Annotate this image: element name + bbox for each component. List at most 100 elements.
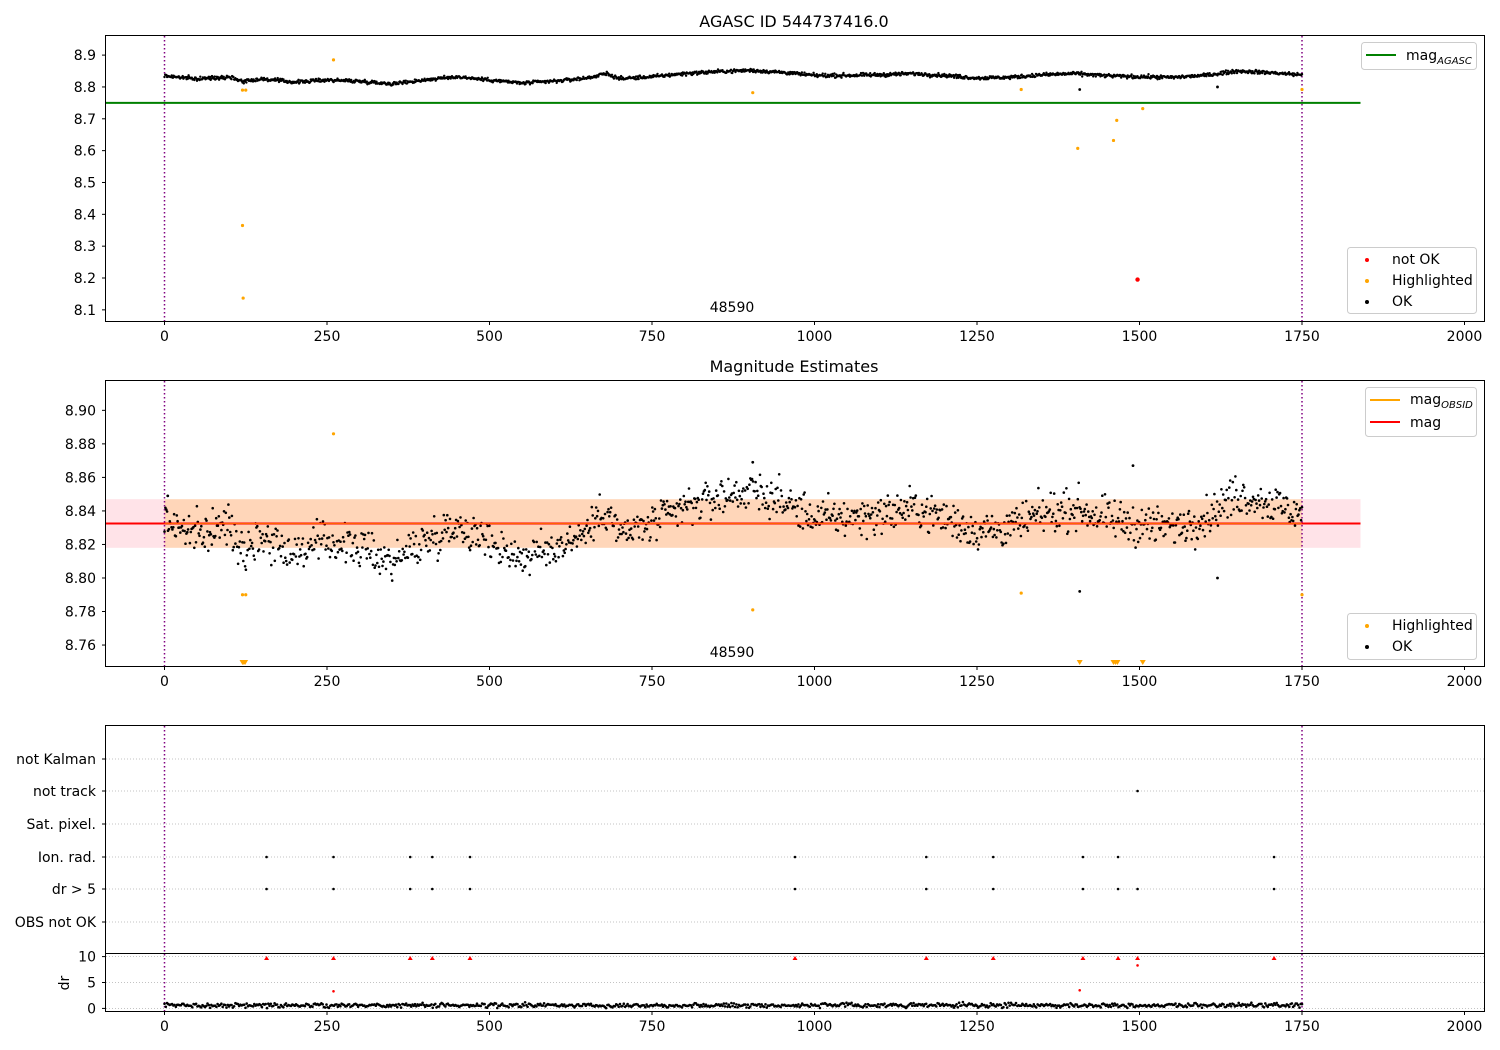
x-tick-label: 500 xyxy=(476,329,503,345)
legend2-ok-label: OK xyxy=(1392,639,1413,655)
ok-point xyxy=(314,541,318,544)
ok-point xyxy=(631,538,635,541)
ok-point xyxy=(911,509,914,512)
ok-point xyxy=(424,538,427,542)
flag-point xyxy=(332,855,335,859)
y-tick-label: 8.80 xyxy=(65,571,96,587)
ok-point xyxy=(332,541,335,544)
dr-point xyxy=(924,1002,928,1006)
ok-point xyxy=(1183,525,1186,528)
ok-point xyxy=(1201,528,1205,532)
ok-point xyxy=(419,548,423,552)
dr-point xyxy=(580,1004,584,1008)
ok-point xyxy=(768,517,771,521)
dr-point xyxy=(1274,1003,1277,1007)
ok-point xyxy=(682,494,686,498)
ok-point xyxy=(803,491,806,494)
panel-mag-obsid-label: 48590 xyxy=(710,645,755,661)
ok-point xyxy=(1019,76,1022,80)
ok-point xyxy=(1131,464,1135,468)
dr-point xyxy=(697,1003,700,1007)
ok-point xyxy=(764,501,768,505)
ok-point xyxy=(1071,513,1074,517)
dr-point xyxy=(535,1005,538,1008)
ok-point xyxy=(1189,76,1193,79)
ok-point xyxy=(1087,510,1090,513)
dr-point xyxy=(404,1002,408,1005)
flag-point xyxy=(1136,887,1139,891)
ok-point xyxy=(296,562,299,566)
ok-point xyxy=(559,536,563,539)
ok-point xyxy=(263,539,267,543)
ok-point xyxy=(553,555,557,558)
dr-point xyxy=(1014,1001,1018,1005)
ok-point xyxy=(1251,70,1254,73)
ok-point xyxy=(1200,517,1204,521)
legend-mag-obsid-label: magOBSID xyxy=(1410,392,1473,411)
ok-point xyxy=(531,553,534,557)
ok-point xyxy=(165,73,168,77)
ok-point xyxy=(467,546,471,549)
ok-point xyxy=(516,555,519,559)
ok-point xyxy=(1226,516,1229,519)
highlighted-point xyxy=(1141,107,1145,111)
ok-point xyxy=(528,573,531,577)
dr-point xyxy=(325,1003,328,1006)
dr-point xyxy=(174,1005,178,1009)
dr-point xyxy=(797,1003,800,1006)
ok-point xyxy=(992,527,996,531)
ok-point xyxy=(1234,475,1237,478)
ok-point xyxy=(848,520,851,524)
ok-point xyxy=(172,526,175,529)
dr-point xyxy=(975,1004,979,1007)
ok-point xyxy=(735,498,739,502)
ok-point xyxy=(421,529,425,532)
ok-point xyxy=(397,82,400,86)
ok-point xyxy=(853,509,856,513)
ok-point xyxy=(350,78,353,82)
ok-point xyxy=(1240,509,1243,512)
ok-point xyxy=(669,505,672,508)
highlighted-point xyxy=(1111,138,1116,143)
ok-point xyxy=(1270,515,1273,519)
dr-point xyxy=(422,1003,426,1007)
ok-point xyxy=(793,506,797,509)
ok-point xyxy=(692,506,695,510)
ok-point xyxy=(1150,529,1153,533)
ok-point xyxy=(756,494,760,498)
ok-point xyxy=(187,514,191,518)
dr-point xyxy=(479,1004,483,1008)
ok-point xyxy=(287,538,291,541)
ok-point xyxy=(336,550,340,554)
ok-point xyxy=(717,503,721,507)
ok-point xyxy=(957,533,960,536)
ok-point xyxy=(1129,531,1132,535)
dr-point xyxy=(957,1001,961,1004)
ok-point xyxy=(348,530,351,534)
ok-point xyxy=(390,572,393,576)
ok-point xyxy=(879,498,883,502)
ok-point xyxy=(620,532,623,536)
ok-point xyxy=(1157,511,1160,515)
ok-point xyxy=(1002,542,1005,546)
x-tick-label: 750 xyxy=(639,1019,666,1035)
ok-point xyxy=(232,545,235,549)
ok-point xyxy=(1027,510,1031,513)
ok-point xyxy=(723,505,727,508)
ok-point xyxy=(414,534,418,538)
ok-point xyxy=(718,507,721,511)
ok-point xyxy=(1299,518,1303,522)
ok-point xyxy=(684,74,688,77)
ok-point xyxy=(501,555,504,559)
flag-label: not Kalman xyxy=(16,752,96,768)
ok-point xyxy=(1041,499,1045,502)
x-tick-label: 0 xyxy=(160,674,169,690)
dr-point xyxy=(1250,1001,1253,1004)
ok-point xyxy=(1216,85,1219,89)
ok-point xyxy=(929,507,932,510)
ok-point xyxy=(625,538,629,542)
ok-point xyxy=(859,71,863,75)
ok-point xyxy=(893,503,897,507)
ok-point xyxy=(1048,508,1052,511)
dr-clipped-marker xyxy=(429,956,435,960)
